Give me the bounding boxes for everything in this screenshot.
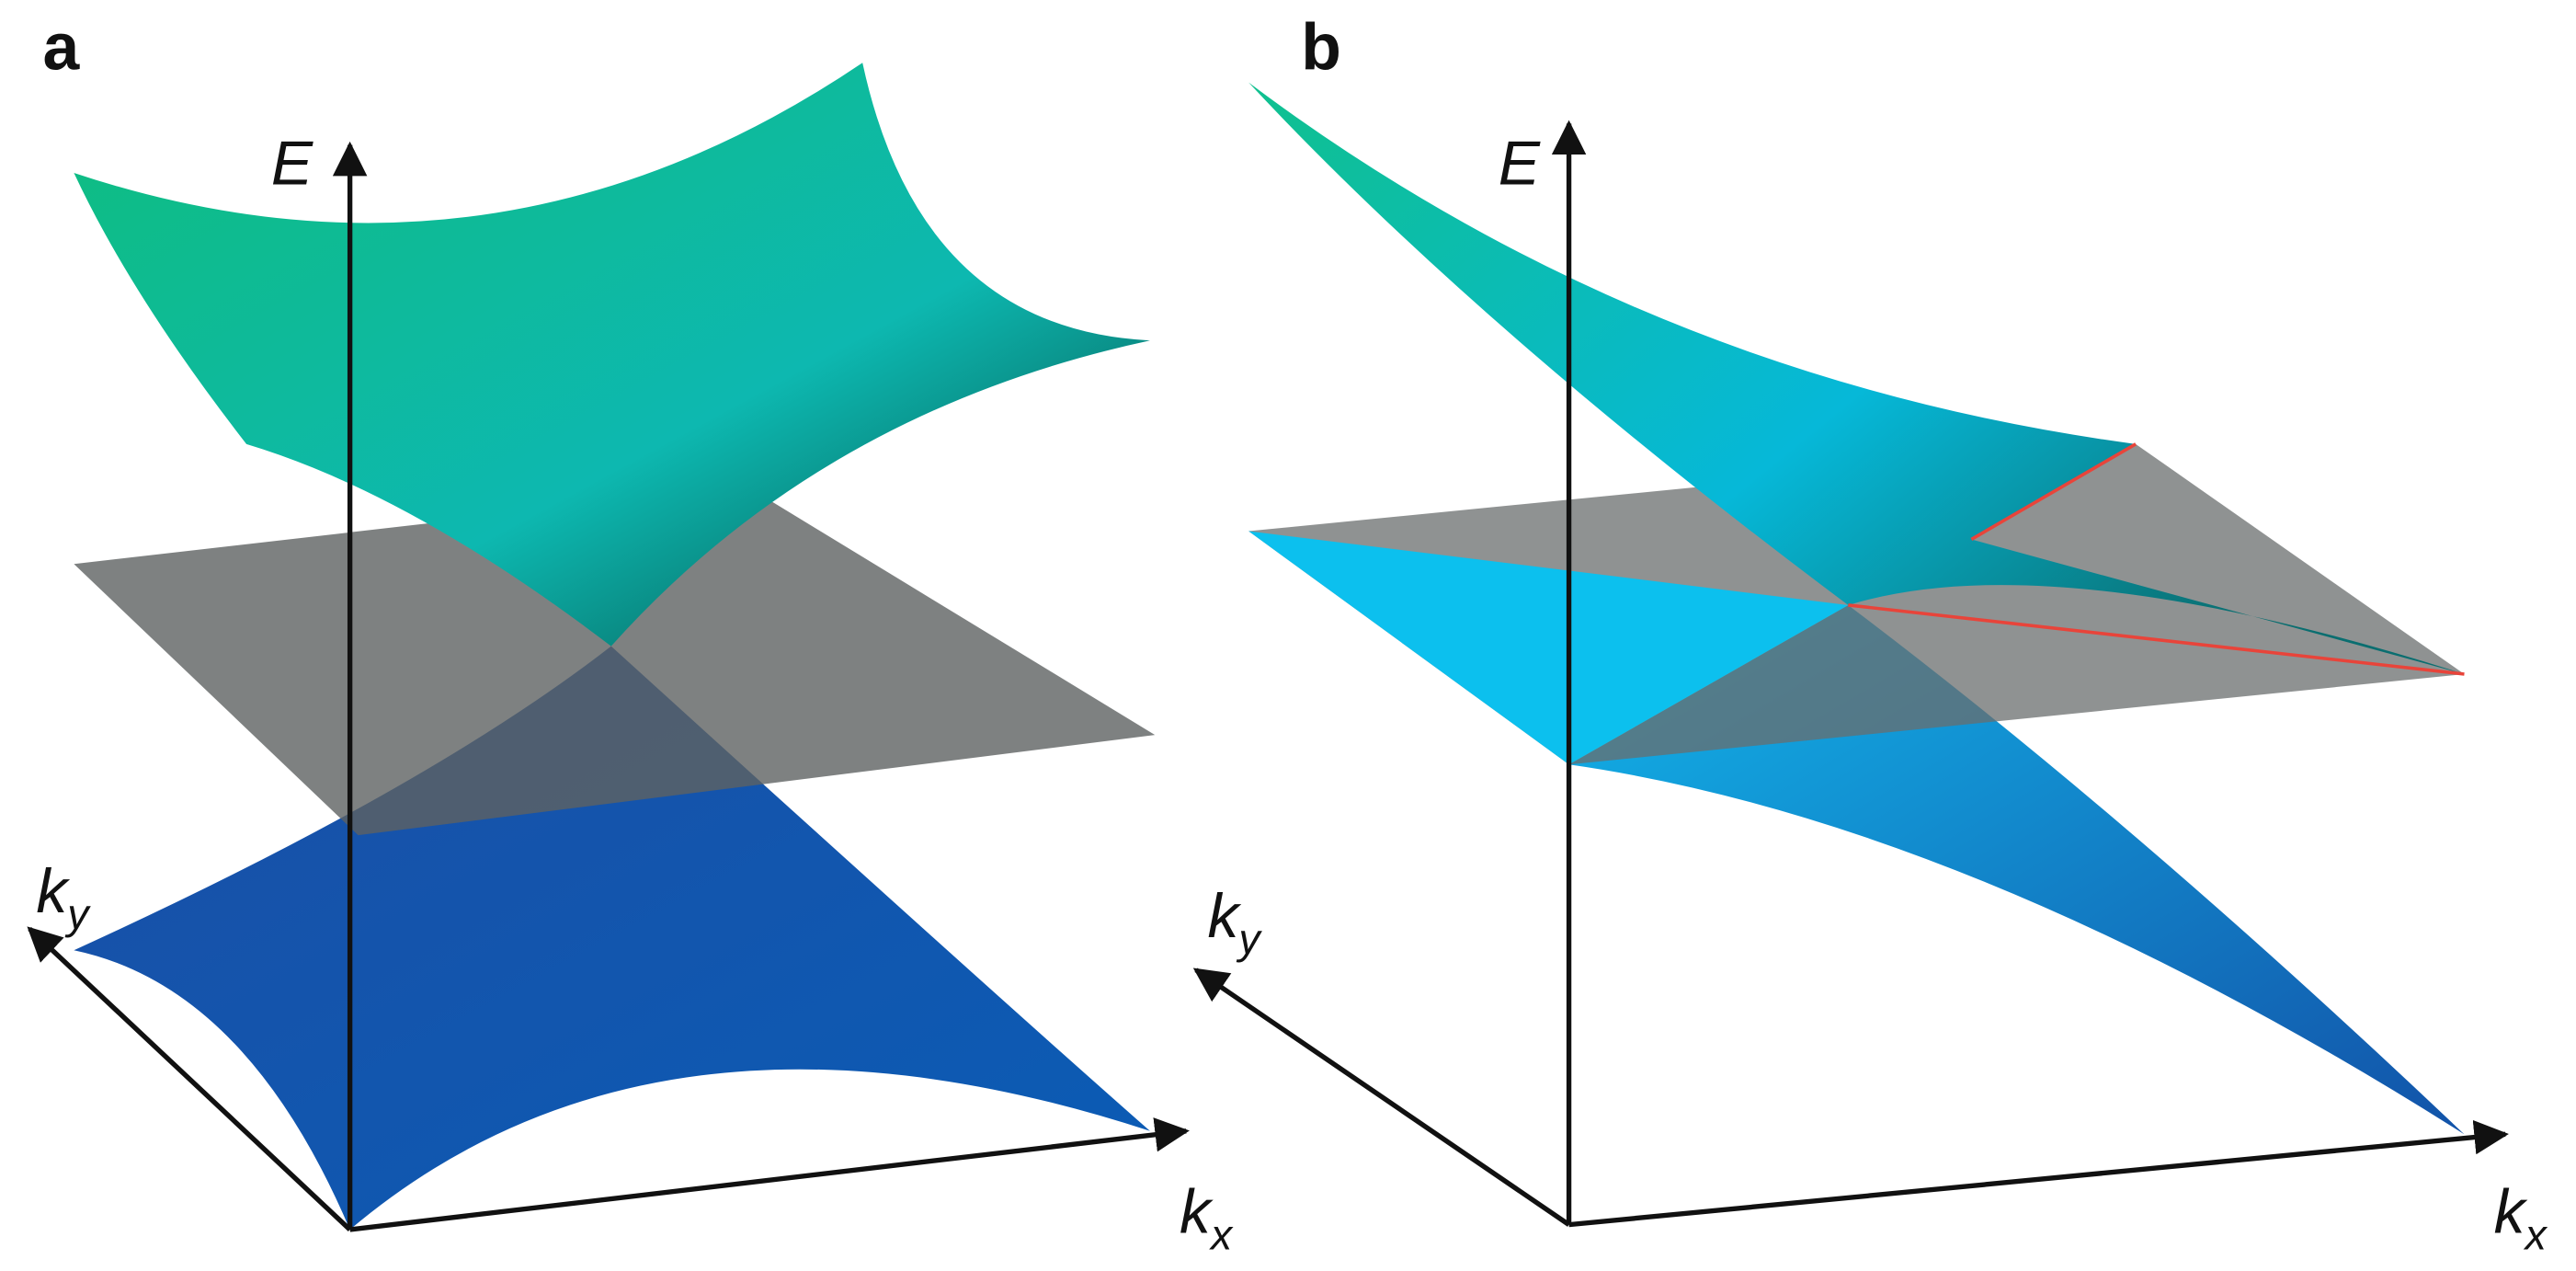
ky-axis — [1192, 968, 1571, 1227]
panel-b: b E ky kx — [1192, 10, 2548, 1259]
panel-label: a — [42, 10, 80, 84]
ky-axis — [27, 926, 352, 1231]
kx-axis — [1568, 1119, 2509, 1228]
kx-subscript: x — [1209, 1210, 1234, 1258]
upper-band — [1248, 82, 2465, 674]
nodal-line — [1970, 442, 2137, 542]
ky-label: ky — [36, 857, 91, 938]
kx-label: kx — [2494, 1178, 2548, 1259]
nodal-line — [1848, 603, 2465, 676]
ky-symbol: k — [36, 857, 70, 926]
kx-symbol: k — [1180, 1178, 1214, 1247]
ky-subscript: y — [64, 890, 91, 938]
panel-label: b — [1301, 10, 1341, 84]
energy-label: E — [271, 129, 313, 198]
lower-band — [74, 646, 1150, 1230]
kx-axis — [349, 1117, 1190, 1232]
energy-label: E — [1499, 129, 1541, 198]
kx-symbol: k — [2494, 1178, 2528, 1247]
kx-subscript: x — [2524, 1210, 2548, 1258]
ky-symbol: k — [1207, 882, 1241, 951]
fermi-plane — [74, 487, 1156, 836]
upper-band — [74, 63, 1150, 647]
panel-a: a E ky kx — [27, 10, 1234, 1259]
ky-subscript: y — [1236, 915, 1262, 963]
kx-label: kx — [1180, 1178, 1234, 1259]
ky-label: ky — [1207, 882, 1262, 963]
lower-cone-face — [1248, 531, 1849, 765]
